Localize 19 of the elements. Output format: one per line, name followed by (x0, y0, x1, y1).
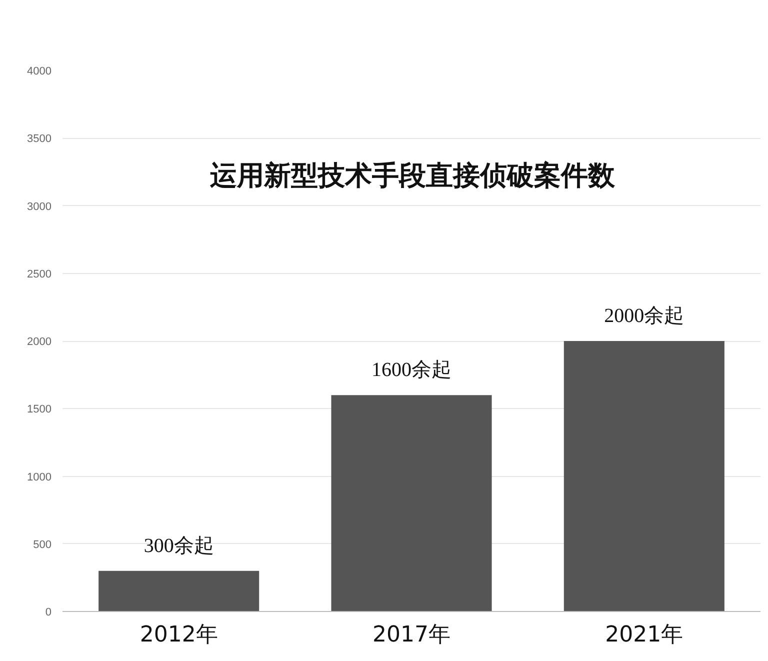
bar (98, 570, 260, 612)
y-tick-label: 1000 (27, 471, 52, 484)
x-tick-label: 2021年 (605, 622, 684, 648)
y-tick-label: 3500 (27, 133, 52, 146)
y-tick-label: 0 (45, 606, 52, 618)
data-label: 1600余起 (372, 359, 452, 382)
y-tick-label: 3000 (27, 200, 52, 213)
x-tick-label: 2012年 (140, 622, 218, 648)
bar (564, 341, 724, 612)
text: 运用新型技术手段直接侦破案件数 (209, 160, 616, 192)
y-tick-label: 2500 (27, 268, 52, 280)
data-label: 300余起 (144, 534, 214, 557)
data-label: 2000余起 (604, 305, 684, 327)
bar (331, 395, 492, 612)
y-tick-label: 500 (33, 538, 52, 551)
y-tick-label: 1500 (27, 404, 52, 416)
y-tick-label: 4000 (27, 66, 52, 78)
x-tick-label: 2017年 (372, 622, 451, 648)
y-tick-label: 2000 (27, 336, 52, 348)
